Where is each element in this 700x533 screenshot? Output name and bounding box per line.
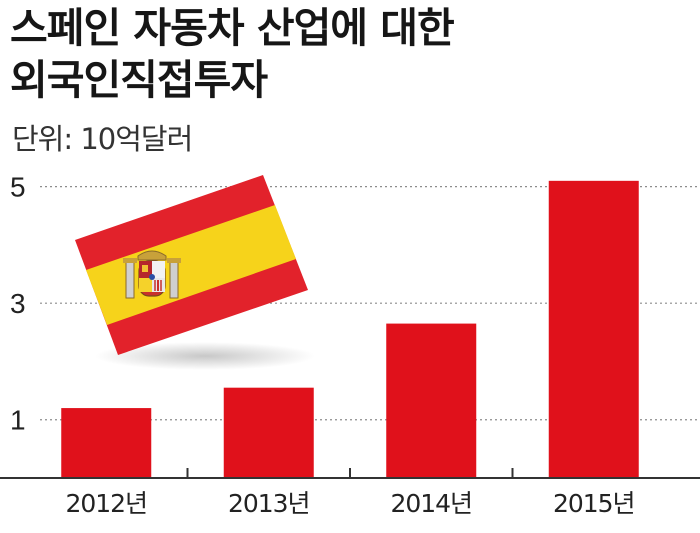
y-tick-label: 5 — [10, 172, 26, 203]
y-tick-label: 1 — [10, 405, 26, 436]
bar — [61, 408, 152, 478]
x-tick-label: 2013년 — [228, 489, 310, 518]
x-tick-label: 2015년 — [553, 489, 635, 518]
chart-title-line-2: 외국인직접투자 — [10, 56, 268, 104]
coat-of-arms-icon — [123, 250, 181, 299]
y-tick-label: 3 — [10, 288, 26, 319]
chart-title: 스페인 자동차 산업에 대한 외국인직접투자 — [10, 2, 455, 106]
bar — [548, 180, 639, 479]
bar — [223, 387, 314, 478]
spain-flag-icon — [75, 175, 315, 370]
unit-label: 단위: 10억달러 — [12, 122, 193, 156]
flag-shadow — [95, 342, 315, 370]
bar — [386, 323, 477, 478]
x-tick-label: 2012년 — [65, 489, 147, 518]
x-tick-label: 2014년 — [390, 489, 472, 518]
chart-title-line-1: 스페인 자동차 산업에 대한 — [10, 4, 455, 52]
